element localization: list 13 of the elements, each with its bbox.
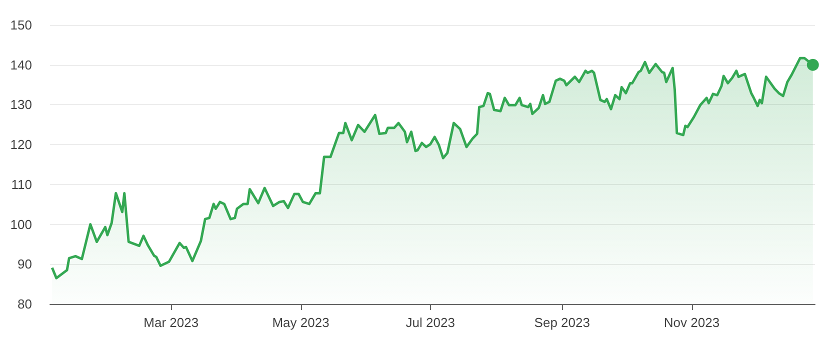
x-tick-label: Sep 2023 [534,315,590,330]
x-tick-label: Mar 2023 [144,315,199,330]
x-tick-label: Nov 2023 [664,315,720,330]
y-tick-label: 110 [11,176,32,192]
y-tick-label: 150 [10,18,32,32]
y-tick-label: 140 [10,57,32,72]
y-tick-label: 80 [18,296,32,312]
y-tick-label: 100 [10,216,32,232]
y-tick-label: 90 [18,256,32,272]
x-tick-label: May 2023 [272,315,330,330]
y-tick-label: 130 [10,97,32,112]
x-tick-label: Jul 2023 [406,315,455,330]
y-tick-label: 120 [10,137,32,152]
